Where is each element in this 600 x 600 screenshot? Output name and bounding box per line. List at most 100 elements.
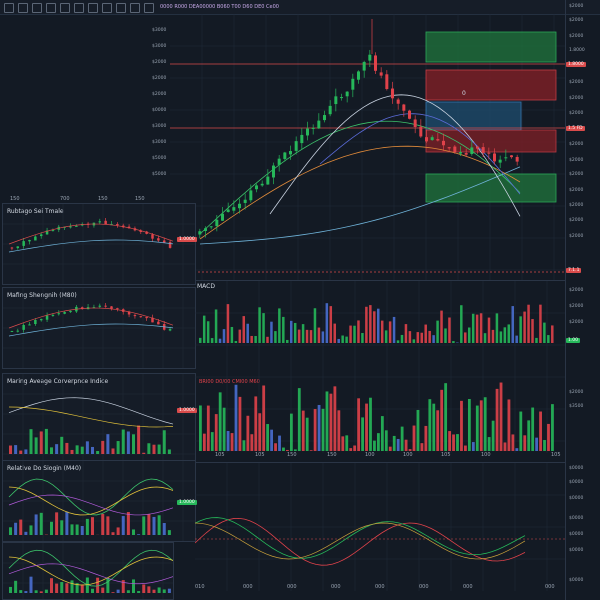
volume-bar — [65, 583, 69, 593]
indicator-panel-3[interactable]: Maring Aveage Corverpnce Indice 1.0000 — [2, 373, 197, 461]
layout-icon[interactable] — [102, 3, 112, 13]
volume-bar — [507, 399, 511, 451]
snapshot-icon[interactable] — [144, 3, 154, 13]
volume-bar — [286, 449, 289, 451]
volume-bar — [365, 306, 368, 343]
candle-body — [413, 119, 417, 128]
macd-axis-tick: $2000 — [569, 304, 584, 309]
volume-bar — [424, 324, 427, 343]
volume-bar — [377, 308, 380, 343]
candle-body — [204, 228, 207, 231]
volume-bar — [39, 591, 43, 593]
x-tick: 150 — [98, 196, 108, 202]
candle-body — [39, 234, 43, 237]
chart-type-icon[interactable] — [18, 3, 28, 13]
left-scale-tick: $5000 — [152, 156, 167, 161]
volume-bar — [357, 398, 361, 451]
main-chart-canvas[interactable] — [170, 14, 565, 280]
volume-bar — [349, 448, 353, 451]
indicator-line — [8, 307, 174, 329]
settings-icon[interactable] — [116, 3, 126, 13]
price-tick: $2000 — [569, 172, 584, 177]
volume-bar — [321, 408, 325, 451]
panel-1-chart — [3, 204, 195, 284]
macd-label: MACD — [197, 283, 215, 290]
volume-bar — [452, 434, 455, 451]
volume-bar — [157, 515, 161, 535]
left-scale-tick: $5000 — [152, 172, 167, 177]
volume-bar — [39, 431, 43, 454]
volume-bar — [392, 435, 396, 451]
volume-bar — [126, 512, 130, 535]
alert-icon[interactable] — [74, 3, 84, 13]
chart-marker: 0 — [462, 90, 466, 97]
candle-body — [294, 141, 298, 151]
volume-bar — [471, 313, 475, 343]
macd-panel[interactable]: MACD BRI00 D0/00 CMI00 M60 — [195, 280, 565, 461]
volume-bar — [499, 331, 503, 343]
menu-icon[interactable] — [4, 3, 14, 13]
price-tick: $2000 — [569, 188, 584, 193]
timeframe-icon[interactable] — [46, 3, 56, 13]
volume-bar — [511, 434, 515, 451]
volume-bar — [242, 440, 246, 451]
indicator-panel-2[interactable]: Mafing Shengnih (M80) — [2, 287, 196, 369]
volume-bar — [142, 584, 146, 593]
indicator-icon[interactable] — [32, 3, 42, 13]
volume-bar — [353, 445, 357, 451]
volume-bar — [75, 445, 79, 454]
candle-body — [311, 127, 315, 129]
volume-bar — [523, 435, 527, 451]
volume-bar — [452, 341, 455, 343]
candle-body — [323, 115, 326, 121]
volume-bar — [483, 397, 487, 451]
volume-bar — [511, 306, 514, 343]
price-tick: $2000 — [569, 18, 584, 23]
candle-body — [493, 153, 496, 162]
macd-axis-tick: $2000 — [569, 390, 584, 395]
volume-bar — [515, 335, 518, 343]
x-tick: 105 — [215, 452, 225, 458]
indicator-line — [8, 486, 174, 516]
fullscreen-icon[interactable] — [130, 3, 140, 13]
panel-2-chart — [3, 288, 195, 368]
volume-bar — [503, 442, 507, 451]
volume-bar — [301, 324, 305, 343]
candle-body — [226, 209, 230, 212]
indicator-line — [8, 239, 174, 253]
candle-body — [16, 330, 20, 332]
compare-icon[interactable] — [60, 3, 70, 13]
rsi-panel[interactable] — [195, 462, 565, 591]
ma-line — [319, 113, 521, 195]
indicator-panel-1[interactable]: Rubtago Sei Tmale 1.0000 — [2, 203, 197, 285]
volume-bar — [531, 407, 535, 451]
candle-body — [10, 330, 14, 332]
volume-bar — [503, 327, 507, 343]
volume-bar — [96, 577, 100, 593]
indicator-panel-5[interactable] — [2, 542, 174, 600]
volume-bar — [487, 437, 491, 451]
x-tick: 000 — [375, 584, 385, 590]
indicator-line — [8, 397, 174, 425]
volume-bar — [75, 583, 79, 593]
candle-body — [498, 159, 502, 163]
main-chart[interactable] — [170, 14, 565, 280]
replay-icon[interactable] — [88, 3, 98, 13]
volume-bar — [29, 429, 33, 454]
volume-bar — [167, 588, 171, 593]
volume-bar — [507, 324, 511, 343]
volume-bar — [34, 514, 38, 535]
indicator-panel-4[interactable]: Relative Do Siogin (M40) 1.0000 — [2, 460, 197, 542]
volume-bar — [157, 587, 161, 593]
price-tick: $2000 — [569, 4, 584, 9]
volume-bar — [471, 442, 475, 451]
volume-bar — [373, 311, 376, 343]
volume-bar — [80, 526, 84, 535]
panel-3-chart — [3, 374, 195, 460]
candle-body — [133, 315, 137, 317]
volume-bar — [456, 434, 459, 451]
volume-bar — [132, 529, 135, 535]
candle-body — [145, 317, 148, 319]
volume-bar — [305, 417, 309, 451]
volume-bar — [19, 590, 23, 593]
